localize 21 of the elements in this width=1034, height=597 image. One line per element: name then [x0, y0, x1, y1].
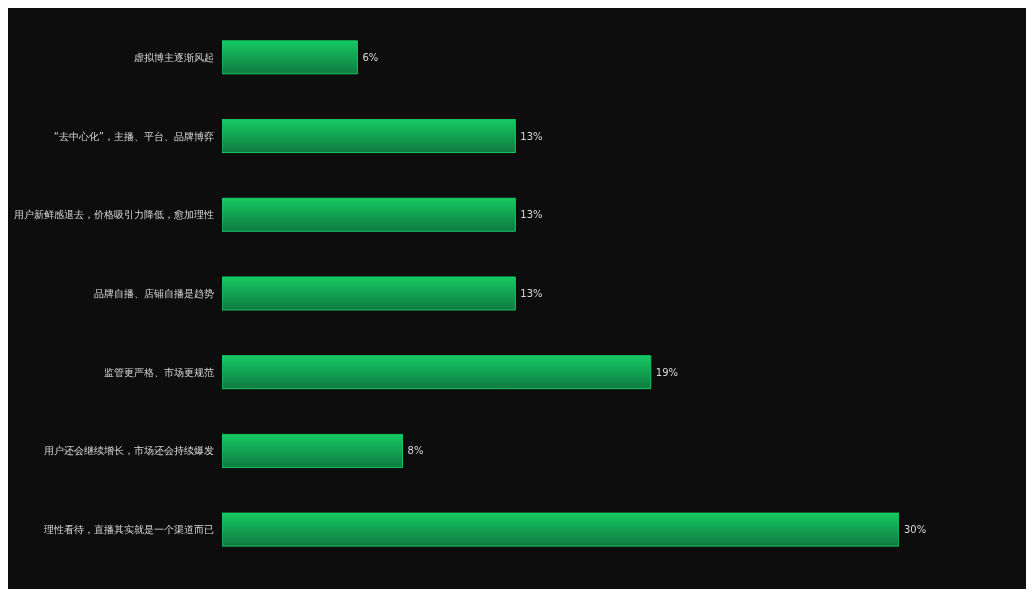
- bar: [222, 197, 516, 232]
- y-tick-label: 监管更严格、市场更规范: [104, 366, 214, 378]
- bar: [222, 433, 404, 468]
- data-label: 6%: [362, 51, 379, 63]
- bar: [222, 119, 516, 154]
- data-label: 30%: [904, 524, 927, 536]
- bar: [222, 40, 358, 75]
- y-tick-label: 品牌自播、店铺自播是趋势: [94, 288, 214, 300]
- bar: [222, 355, 652, 390]
- data-label: 13%: [520, 209, 543, 221]
- y-tick-label: “去中心化”，主播、平台、品牌博弈: [53, 130, 214, 142]
- y-tick-label: 虚拟博主逐渐风起: [134, 51, 214, 63]
- data-label: 19%: [655, 366, 678, 378]
- y-tick-label: 用户还会继续增长，市场还会持续爆发: [44, 445, 214, 457]
- bar: [222, 276, 516, 311]
- y-tick-label: 理性看待，直播其实就是一个渠道而已: [44, 524, 214, 536]
- y-tick-label: 用户新鲜感退去，价格吸引力降低，愈加理性: [14, 209, 214, 221]
- data-label: 8%: [407, 445, 424, 457]
- bar: [222, 512, 899, 547]
- data-label: 13%: [520, 288, 543, 300]
- data-label: 13%: [520, 130, 543, 142]
